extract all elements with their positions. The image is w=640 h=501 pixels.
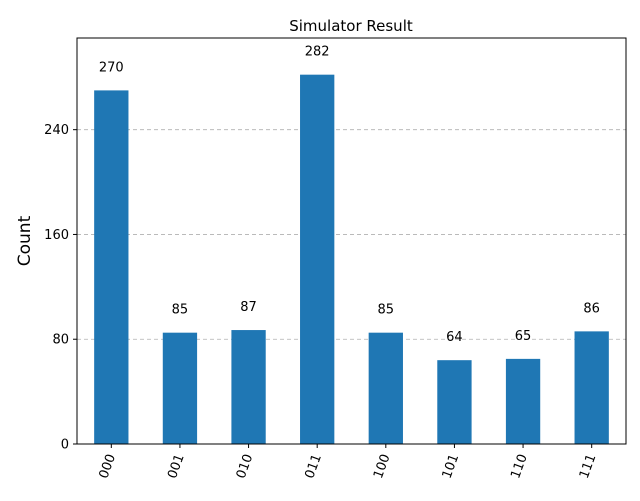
y-tick-label: 0 — [61, 438, 69, 453]
data-label-001: 85 — [172, 303, 189, 318]
bar-100 — [368, 332, 403, 444]
data-label-100: 85 — [378, 303, 395, 318]
x-tick-label-111: 111 — [577, 452, 600, 480]
y-tick-label: 160 — [44, 228, 69, 243]
data-label-000: 270 — [99, 60, 124, 75]
bar-000 — [94, 90, 129, 445]
plot-area-frame — [76, 37, 627, 445]
data-label-101: 64 — [446, 330, 463, 345]
bar-101 — [437, 360, 472, 444]
x-tick-label-011: 011 — [302, 452, 325, 480]
x-tick-label-110: 110 — [508, 452, 531, 480]
x-tick-label-101: 101 — [440, 452, 463, 480]
bar-010 — [231, 330, 266, 444]
bars — [94, 74, 609, 445]
data-label-011: 282 — [305, 45, 330, 60]
y-tick-label: 80 — [52, 333, 69, 348]
y-tick-label: 240 — [44, 123, 69, 138]
data-labels: 270 85 87 282 85 64 65 86 — [99, 45, 600, 346]
grid-lines — [77, 129, 626, 340]
y-axis-ticks: 0 80 160 240 — [44, 123, 77, 453]
bar-110 — [505, 358, 541, 444]
data-label-010: 87 — [240, 300, 257, 315]
bar-111 — [574, 331, 609, 444]
x-axis-ticks: 000 001 010 011 100 101 110 111 — [96, 444, 599, 481]
bar-011 — [300, 74, 335, 445]
data-label-110: 65 — [515, 329, 532, 344]
x-tick-label-100: 100 — [371, 452, 394, 480]
x-tick-label-001: 001 — [165, 452, 188, 480]
y-axis-label: Count — [15, 215, 35, 266]
data-label-111: 86 — [583, 301, 600, 316]
x-tick-label-010: 010 — [234, 452, 257, 480]
bar-001 — [162, 332, 198, 444]
x-tick-label-000: 000 — [96, 452, 119, 480]
chart-title: Simulator Result — [289, 17, 413, 35]
